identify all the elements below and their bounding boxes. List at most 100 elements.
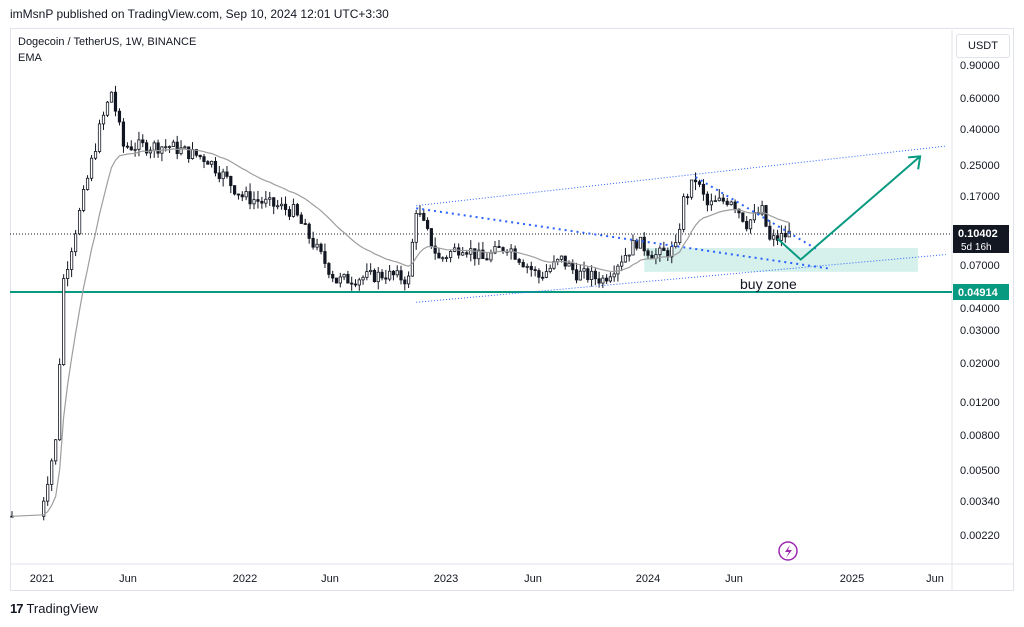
candle-body: [729, 201, 733, 205]
candle-body: [701, 183, 706, 195]
candle-body: [689, 179, 694, 198]
countdown-text: 5d 16h: [961, 242, 992, 253]
candle-body: [418, 212, 422, 215]
y-tick-label: 0.00800: [960, 430, 1000, 442]
candle-body: [563, 255, 567, 267]
candle-body: [252, 199, 256, 205]
x-tick-label: 2025: [840, 573, 864, 585]
candle-body: [721, 197, 725, 202]
candle-body: [741, 212, 745, 222]
y-tick-label: 0.60000: [960, 93, 1000, 105]
candle-body: [433, 245, 437, 254]
candle-body: [501, 247, 505, 252]
candle-body: [74, 233, 78, 253]
lightning-icon[interactable]: [778, 541, 798, 561]
candle-body: [338, 276, 342, 284]
x-tick-label: Jun: [524, 573, 542, 585]
buy-zone-rect[interactable]: [644, 247, 918, 272]
candle-body: [248, 191, 252, 205]
candle-body: [597, 278, 601, 284]
candle-body: [395, 270, 399, 276]
candle-body: [760, 205, 764, 215]
candle-body: [327, 263, 331, 275]
chart-frame[interactable]: [10, 28, 1014, 591]
x-tick-label: Jun: [321, 573, 339, 585]
tradingview-brand: TradingView: [26, 601, 99, 616]
candle-body: [213, 160, 218, 174]
candle-body: [295, 204, 299, 216]
candle-body: [403, 279, 407, 285]
candle-body: [620, 261, 624, 267]
buy-zone-label: buy zone: [740, 276, 797, 292]
x-tick-label: 2023: [434, 573, 458, 585]
candle-body: [323, 251, 327, 264]
candle-body: [662, 247, 666, 251]
candle-body: [646, 250, 650, 256]
x-tick-label: Jun: [926, 573, 944, 585]
candle-body: [593, 270, 597, 280]
support-price-badge: [953, 284, 1009, 300]
candle-body: [369, 269, 373, 272]
candle-body: [414, 213, 418, 243]
candle-body: [54, 439, 58, 462]
candle-body: [658, 247, 662, 256]
tradingview-logo[interactable]: 17 TradingView: [10, 601, 98, 616]
indicator-legend-ema[interactable]: EMA: [18, 52, 42, 64]
candle-body: [77, 210, 82, 235]
candle-body: [137, 139, 141, 150]
candle-body: [461, 252, 465, 256]
candle-body: [783, 232, 787, 238]
candle-body: [105, 101, 110, 116]
candle-body: [745, 221, 749, 230]
x-tick-label: Jun: [725, 573, 743, 585]
candle-body: [582, 268, 586, 272]
candle-body: [187, 146, 191, 159]
candle-body: [307, 223, 311, 239]
candle-body: [772, 235, 776, 240]
candle-body: [299, 214, 303, 224]
ema-line[interactable]: [11, 148, 790, 517]
candle-body: [183, 146, 187, 149]
candle-body: [384, 277, 388, 280]
candle-body: [612, 273, 616, 278]
upper-channel-line[interactable]: [416, 145, 946, 207]
projection-arrow[interactable]: [776, 155, 921, 261]
candle-body: [574, 269, 579, 281]
candle-body: [709, 200, 713, 206]
candle-body: [291, 204, 296, 217]
candle-body: [141, 139, 145, 144]
candle-body: [457, 247, 461, 256]
candle-body: [497, 245, 501, 248]
candle-body: [429, 228, 433, 247]
candle-body: [81, 189, 86, 211]
currency-button[interactable]: USDT: [956, 34, 1010, 58]
candle-body: [489, 252, 493, 261]
y-tick-label: 0.17000: [960, 191, 1000, 203]
candle-body: [121, 121, 126, 147]
candle-body: [693, 179, 698, 183]
candle-body: [380, 271, 384, 279]
candle-body: [58, 364, 62, 441]
candle-body: [608, 276, 612, 282]
candle-body: [240, 194, 244, 198]
candle-body: [388, 270, 392, 280]
candle-body: [725, 200, 729, 205]
candle-body: [517, 258, 521, 263]
y-tick-label: 0.02000: [960, 358, 1000, 370]
candle-body: [276, 205, 280, 208]
candle-body: [113, 91, 118, 112]
x-tick-label: Jun: [119, 573, 137, 585]
candle-body: [571, 262, 575, 271]
candle-body: [616, 265, 620, 275]
candle-body: [525, 265, 529, 268]
candle-body: [353, 283, 358, 286]
candle-body: [264, 198, 268, 204]
candle-body: [244, 191, 248, 198]
candle-body: [627, 254, 631, 257]
candle-body: [521, 262, 525, 268]
candle-body: [129, 146, 133, 151]
candle-body: [601, 277, 605, 284]
candle-body: [164, 146, 168, 149]
y-tick-label: 0.00500: [960, 465, 1000, 477]
